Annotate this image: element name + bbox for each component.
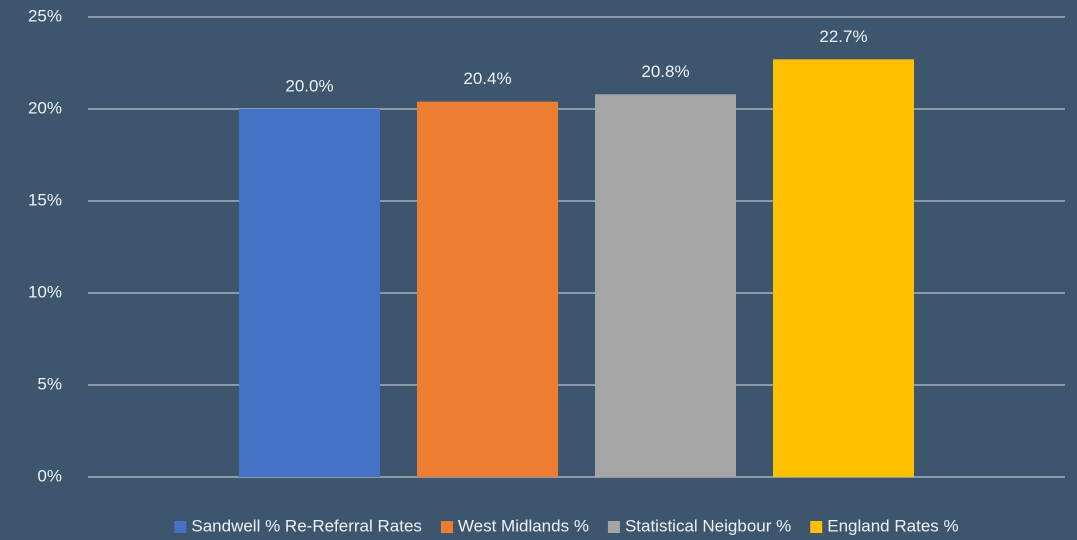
bar [773, 59, 914, 477]
legend-swatch [174, 521, 187, 533]
legend-label: West Midlands % [458, 516, 589, 535]
y-tick-label: 10% [28, 282, 62, 301]
value-label: 20.0% [285, 76, 333, 95]
y-tick-label: 0% [37, 466, 62, 485]
bar [417, 101, 558, 477]
legend-label: Statistical Neigbour % [625, 516, 791, 535]
value-label: 20.4% [463, 69, 511, 88]
legend-swatch [440, 521, 453, 533]
y-tick-label: 15% [28, 190, 62, 209]
legend-swatch [810, 521, 823, 533]
legend-label: England Rates % [827, 516, 958, 535]
y-tick-label: 5% [37, 374, 62, 393]
y-tick-label: 20% [28, 98, 62, 117]
bar [595, 94, 736, 477]
legend-swatch [607, 521, 620, 533]
bar [239, 109, 380, 477]
value-label: 20.8% [641, 62, 689, 81]
y-tick-label: 25% [28, 6, 62, 25]
value-label: 22.7% [819, 27, 867, 46]
legend-label: Sandwell % Re-Referral Rates [191, 516, 422, 535]
